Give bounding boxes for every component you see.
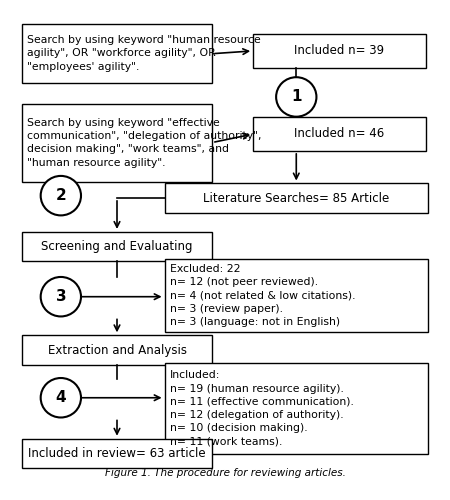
Ellipse shape <box>40 378 81 418</box>
FancyBboxPatch shape <box>165 184 428 213</box>
Text: Included n= 39: Included n= 39 <box>294 44 385 57</box>
Text: Search by using keyword "effective
communication", "delegation of authority",
de: Search by using keyword "effective commu… <box>27 118 261 168</box>
Text: 2: 2 <box>55 188 66 203</box>
Text: 4: 4 <box>55 390 66 405</box>
Text: Included n= 46: Included n= 46 <box>294 128 385 140</box>
FancyBboxPatch shape <box>165 259 428 332</box>
FancyBboxPatch shape <box>253 34 426 68</box>
Text: Figure 1. The procedure for reviewing articles.: Figure 1. The procedure for reviewing ar… <box>104 468 346 477</box>
Text: 1: 1 <box>291 90 302 104</box>
Text: Included in review= 63 article: Included in review= 63 article <box>28 447 206 460</box>
Ellipse shape <box>40 176 81 216</box>
FancyBboxPatch shape <box>22 104 212 182</box>
FancyBboxPatch shape <box>253 116 426 151</box>
Text: Extraction and Analysis: Extraction and Analysis <box>48 344 186 356</box>
Text: Search by using keyword "human resource
agility", OR "workforce agility", OR
"em: Search by using keyword "human resource … <box>27 36 261 72</box>
FancyBboxPatch shape <box>22 438 212 468</box>
Ellipse shape <box>40 277 81 316</box>
Ellipse shape <box>276 77 316 116</box>
Text: Screening and Evaluating: Screening and Evaluating <box>41 240 193 253</box>
Text: Excluded: 22
n= 12 (not peer reviewed).
n= 4 (not related & low citations).
n= 3: Excluded: 22 n= 12 (not peer reviewed). … <box>170 264 355 327</box>
FancyBboxPatch shape <box>165 362 428 454</box>
Text: Literature Searches= 85 Article: Literature Searches= 85 Article <box>203 192 389 204</box>
FancyBboxPatch shape <box>22 232 212 262</box>
FancyBboxPatch shape <box>22 24 212 83</box>
Text: 3: 3 <box>55 289 66 304</box>
Text: Included:
n= 19 (human resource agility).
n= 11 (effective communication).
n= 12: Included: n= 19 (human resource agility)… <box>170 370 354 446</box>
FancyBboxPatch shape <box>22 335 212 365</box>
